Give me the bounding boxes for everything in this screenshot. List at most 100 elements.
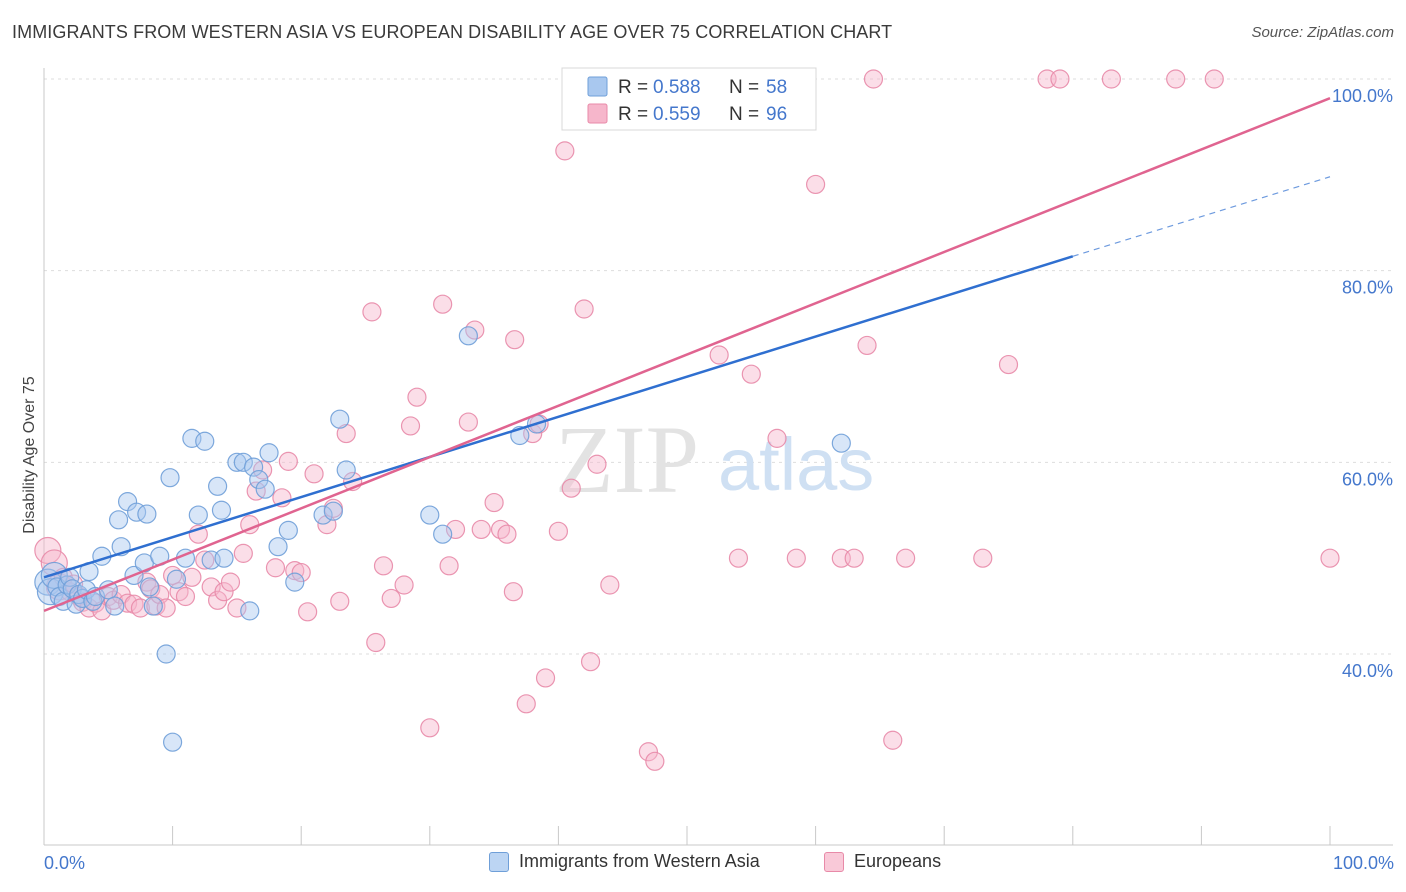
europeans-point xyxy=(535,668,556,688)
western-asia-point xyxy=(313,505,333,525)
western-asia-point xyxy=(831,433,851,453)
europeans-point xyxy=(433,294,453,314)
europeans-point xyxy=(548,521,569,541)
chart-title: IMMIGRANTS FROM WESTERN ASIA VS EUROPEAN… xyxy=(12,22,893,42)
europeans-point xyxy=(580,652,601,672)
europeans-point xyxy=(445,519,466,540)
europeans-point xyxy=(195,550,215,570)
western-asia-point xyxy=(211,500,232,520)
western-asia-point xyxy=(240,601,260,621)
europeans-point xyxy=(896,548,916,568)
europeans-point xyxy=(503,582,523,602)
europeans-point xyxy=(786,548,806,568)
europeans-point xyxy=(458,412,478,432)
europeans-point xyxy=(1050,69,1070,89)
europeans-point xyxy=(574,299,594,319)
europeans-point xyxy=(883,730,903,750)
europeans-point xyxy=(600,575,620,595)
europeans-point xyxy=(709,345,729,365)
europeans-point xyxy=(863,69,884,89)
y-tick-labels: 40.0% 60.0% 80.0% 100.0% xyxy=(1332,86,1393,681)
europeans-point xyxy=(1166,69,1186,89)
europeans-point xyxy=(998,354,1019,375)
europeans-point xyxy=(336,423,356,444)
europeans-point xyxy=(420,718,440,738)
europeans-point xyxy=(505,330,525,350)
europeans-point xyxy=(857,335,877,356)
regression-extension-western-asia xyxy=(1072,176,1331,257)
europeans-point xyxy=(645,751,665,771)
europeans-point xyxy=(407,387,427,407)
series-legend: Immigrants from Western Asia Europeans xyxy=(0,851,1406,879)
legend-n-label-pink: N = xyxy=(729,104,759,125)
axes xyxy=(43,68,1393,846)
europeans-point xyxy=(439,556,459,576)
western-asia-point xyxy=(195,431,215,451)
western-asia-point xyxy=(143,596,163,616)
western-asia-point xyxy=(278,520,298,540)
legend-label-western-asia: Immigrants from Western Asia xyxy=(519,851,760,871)
europeans-point xyxy=(555,141,575,161)
europeans-point xyxy=(516,694,536,714)
europeans-point xyxy=(265,558,286,578)
europeans-point xyxy=(728,548,749,568)
western-asia-point xyxy=(105,596,125,616)
western-asia-point xyxy=(433,524,453,544)
europeans-point xyxy=(1204,69,1224,89)
series-europeans-points xyxy=(34,69,1340,771)
y-tick-label: 60.0% xyxy=(1342,469,1393,489)
western-asia-point xyxy=(188,505,208,525)
europeans-point xyxy=(298,602,318,622)
y-tick-label: 40.0% xyxy=(1342,661,1393,681)
legend-n-value-pink: 96 xyxy=(766,104,787,125)
europeans-point xyxy=(373,556,394,576)
europeans-point xyxy=(381,588,401,609)
western-asia-point xyxy=(255,479,275,499)
europeans-point xyxy=(1320,548,1340,568)
europeans-point xyxy=(1101,69,1121,89)
legend-r-label-blue: R = xyxy=(618,77,648,98)
europeans-point xyxy=(182,567,202,587)
legend-n-label-blue: N = xyxy=(729,77,759,98)
europeans-point xyxy=(844,548,864,568)
y-axis-title: Disability Age Over 75 xyxy=(21,376,38,534)
legend-item-western-asia: Immigrants from Western Asia xyxy=(489,851,760,872)
x-tick-label-min: 0.0% xyxy=(44,853,85,873)
europeans-point xyxy=(973,548,993,568)
europeans-point xyxy=(805,174,826,195)
western-asia-point xyxy=(108,510,129,530)
legend-swatch-pink xyxy=(587,103,608,124)
europeans-point xyxy=(214,582,234,602)
europeans-point xyxy=(587,454,607,474)
legend-swatch-western-asia xyxy=(489,851,509,872)
western-asia-point xyxy=(137,504,157,524)
europeans-point xyxy=(394,575,414,595)
western-asia-point xyxy=(420,505,440,525)
regression-line-western-asia xyxy=(43,255,1074,579)
europeans-point xyxy=(366,632,386,653)
legend-r-value-blue: 0.588 xyxy=(653,77,701,98)
western-asia-point xyxy=(166,569,187,589)
europeans-point xyxy=(220,572,241,592)
y-tick-label: 80.0% xyxy=(1342,278,1393,298)
western-asia-point xyxy=(249,469,269,490)
legend-swatch-europeans xyxy=(824,851,844,872)
europeans-point xyxy=(741,364,761,384)
europeans-point xyxy=(362,302,382,322)
x-tick-label-max: 100.0% xyxy=(1333,853,1394,873)
europeans-point xyxy=(330,591,350,611)
europeans-point xyxy=(103,590,124,610)
watermark-atlas: atlas xyxy=(718,423,874,506)
legend-n-value-blue: 58 xyxy=(766,77,787,98)
western-asia-point xyxy=(268,537,288,557)
western-asia-point xyxy=(285,572,305,592)
western-asia-point xyxy=(233,452,253,472)
western-asia-point xyxy=(244,457,264,477)
europeans-point xyxy=(278,451,298,471)
western-asia-point xyxy=(259,443,279,463)
series-western-asia-points xyxy=(34,326,851,752)
western-asia-point xyxy=(336,460,356,480)
europeans-point xyxy=(638,742,659,762)
europeans-point xyxy=(400,416,421,436)
